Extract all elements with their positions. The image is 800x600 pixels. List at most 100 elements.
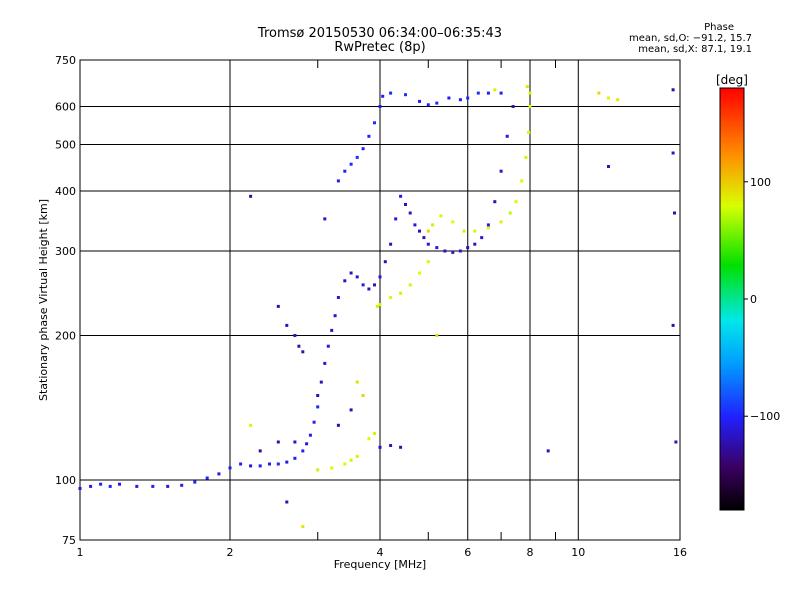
data-point xyxy=(408,211,412,215)
data-point xyxy=(458,98,462,102)
data-point xyxy=(466,246,470,250)
data-point xyxy=(486,91,490,95)
data-point xyxy=(458,249,462,253)
data-point xyxy=(499,220,503,224)
y-axis-label: Stationary phase Virtual Height [km] xyxy=(37,199,50,401)
data-point xyxy=(480,236,484,240)
y-tick-label: 200 xyxy=(55,330,76,343)
y-tick-label: 100 xyxy=(55,474,76,487)
colorbar xyxy=(719,87,745,511)
data-point xyxy=(447,96,451,100)
data-point xyxy=(426,260,430,264)
data-point xyxy=(422,236,426,240)
series-x-mode-trace xyxy=(316,91,532,472)
data-point xyxy=(511,105,515,108)
data-point xyxy=(389,242,393,246)
chart-subtitle: RwPretec (8p) xyxy=(334,40,426,55)
data-point xyxy=(431,223,435,227)
data-point xyxy=(293,334,297,337)
data-point xyxy=(451,220,455,224)
data-point xyxy=(671,88,675,92)
data-point xyxy=(426,103,430,107)
data-points xyxy=(78,85,678,528)
data-point xyxy=(378,105,382,108)
data-point xyxy=(408,283,412,287)
data-point xyxy=(118,482,121,486)
x-tick-label: 4 xyxy=(377,546,384,559)
x-axis-label: Frequency [MHz] xyxy=(334,558,426,571)
data-point xyxy=(285,460,289,464)
data-point xyxy=(193,480,197,484)
data-point xyxy=(426,229,430,233)
data-point xyxy=(435,246,439,250)
data-point xyxy=(249,464,253,468)
data-point xyxy=(319,380,323,384)
x-tick-label: 1 xyxy=(77,546,84,559)
phase-stats: Phase mean, sd,O: −91.2, 15.7 mean, sd,X… xyxy=(600,22,752,55)
series-o-mode-f1-rise xyxy=(316,105,515,397)
phase-stats-o: mean, sd,O: −91.2, 15.7 xyxy=(629,33,752,44)
data-point xyxy=(367,134,371,138)
data-point xyxy=(301,350,305,354)
data-point xyxy=(349,458,353,462)
data-point xyxy=(308,433,312,437)
data-point xyxy=(268,462,271,466)
phase-stats-heading: Phase xyxy=(704,22,734,33)
x-tick-label: 16 xyxy=(673,546,687,559)
data-point xyxy=(394,217,398,221)
colorbar-tick-label: −100 xyxy=(750,410,780,423)
data-point xyxy=(258,449,262,453)
data-point xyxy=(205,476,209,480)
data-point xyxy=(285,500,289,504)
data-point xyxy=(671,323,675,327)
data-point xyxy=(249,194,253,198)
data-point xyxy=(476,91,480,95)
chart-title: Tromsø 20150530 06:34:00–06:35:43 xyxy=(257,26,503,41)
data-point xyxy=(673,211,676,215)
colorbar-ticks: 100 0 −100 xyxy=(744,176,780,423)
data-point xyxy=(466,96,470,100)
data-point xyxy=(404,203,407,206)
data-point xyxy=(301,449,305,453)
data-point xyxy=(381,94,385,98)
data-point xyxy=(375,304,379,308)
data-point xyxy=(349,408,353,412)
data-point xyxy=(520,179,524,183)
data-point xyxy=(528,91,532,95)
data-point xyxy=(228,466,232,470)
data-point xyxy=(404,93,407,97)
data-point xyxy=(607,165,610,168)
data-point xyxy=(166,484,170,488)
data-point xyxy=(333,314,337,318)
data-point xyxy=(276,304,280,308)
data-point xyxy=(527,130,531,134)
colorbar-tick-label: 100 xyxy=(750,176,771,189)
data-point xyxy=(493,200,497,204)
y-tick-label: 300 xyxy=(55,245,76,258)
y-tick-label: 750 xyxy=(55,54,76,67)
data-point xyxy=(389,296,393,299)
data-point xyxy=(399,445,403,449)
data-point xyxy=(451,250,455,254)
data-point xyxy=(249,423,253,427)
data-point xyxy=(349,271,353,275)
data-point xyxy=(418,229,421,233)
data-point xyxy=(486,226,490,230)
data-point xyxy=(373,432,376,435)
data-point xyxy=(316,394,320,397)
series-o-mode-scattered xyxy=(249,88,678,504)
data-point xyxy=(99,482,103,486)
data-point xyxy=(343,462,347,466)
data-point xyxy=(499,91,503,95)
data-point xyxy=(239,462,243,466)
data-point xyxy=(674,440,678,444)
data-point xyxy=(399,291,403,295)
data-point xyxy=(373,121,376,125)
data-point xyxy=(439,214,443,218)
data-point xyxy=(297,344,301,348)
data-point xyxy=(361,147,365,151)
data-point xyxy=(473,242,477,246)
data-point xyxy=(355,155,359,159)
data-point xyxy=(355,275,359,279)
